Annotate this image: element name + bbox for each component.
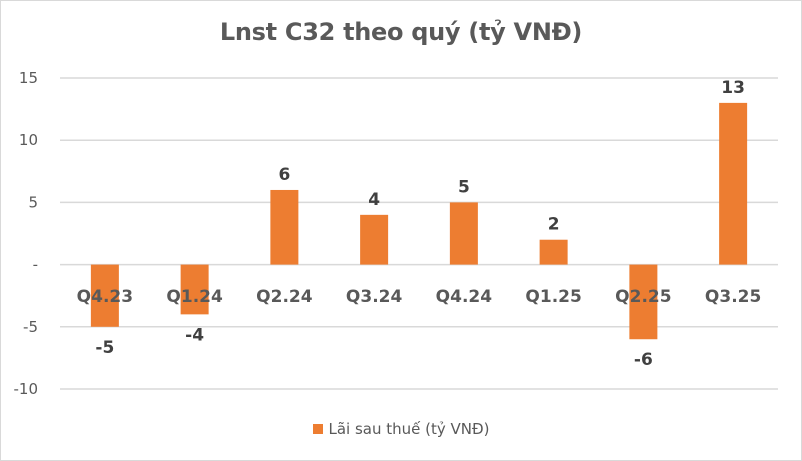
bar bbox=[90, 264, 119, 327]
y-tick-label: 5 bbox=[28, 193, 38, 211]
x-tick-label: Q2.25 bbox=[615, 287, 671, 307]
chart-title: Lnst C32 theo quý (tỷ VNĐ) bbox=[219, 18, 583, 46]
x-tick-label: Q2.24 bbox=[256, 287, 313, 307]
bar bbox=[719, 102, 748, 265]
legend-label: Lãi sau thuế (tỷ VNĐ) bbox=[328, 420, 490, 438]
data-label: 6 bbox=[278, 165, 290, 185]
y-tick-label: 10 bbox=[19, 131, 38, 149]
x-tick-label: Q3.24 bbox=[346, 287, 403, 307]
y-tick-label: - bbox=[33, 256, 38, 274]
x-tick-label: Q3.25 bbox=[705, 287, 761, 307]
data-label: -5 bbox=[95, 338, 114, 358]
data-label: 4 bbox=[368, 190, 380, 210]
bar bbox=[360, 214, 389, 265]
bar bbox=[180, 264, 209, 315]
legend: Lãi sau thuế (tỷ VNĐ) bbox=[0, 420, 802, 438]
x-tick-label: Q4.24 bbox=[436, 287, 493, 307]
bar bbox=[449, 202, 478, 265]
y-tick-label: 15 bbox=[19, 69, 38, 87]
bar bbox=[270, 189, 299, 265]
bar bbox=[629, 264, 658, 340]
data-label: -6 bbox=[634, 350, 653, 370]
x-tick-label: Q4.23 bbox=[77, 287, 133, 307]
data-label: 5 bbox=[458, 177, 470, 197]
data-label: 2 bbox=[548, 215, 560, 235]
bar bbox=[539, 239, 568, 265]
legend-swatch-icon bbox=[312, 424, 323, 434]
x-tick-label: Q1.24 bbox=[166, 287, 223, 307]
data-label: 13 bbox=[721, 78, 745, 98]
data-label: -4 bbox=[185, 325, 204, 345]
y-tick-label: -5 bbox=[23, 318, 38, 336]
y-tick-label: -10 bbox=[14, 380, 39, 398]
x-tick-label: Q1.25 bbox=[525, 287, 581, 307]
